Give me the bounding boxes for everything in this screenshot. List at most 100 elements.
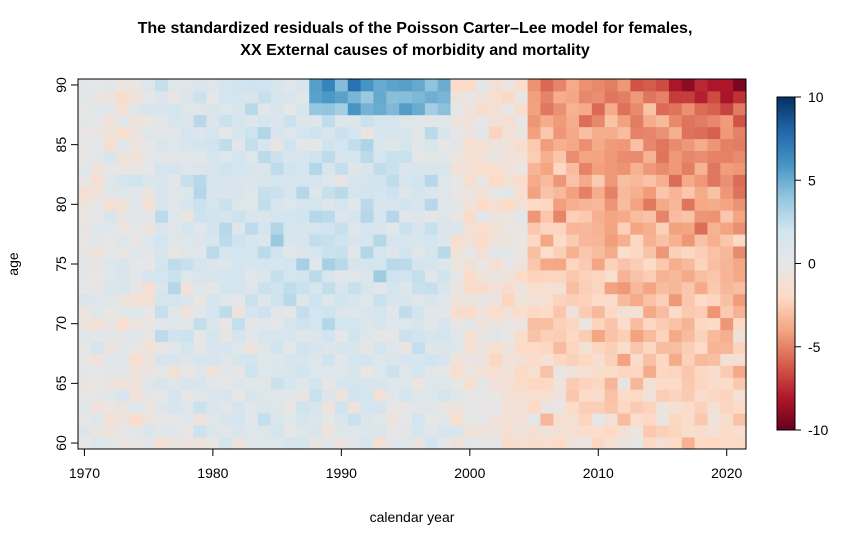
heatmap-cell [155,425,169,438]
heatmap-cell [245,305,259,319]
heatmap-cell [681,305,696,319]
heatmap-cell [424,353,439,366]
heatmap-cell [360,389,374,402]
heatmap-cell [489,102,503,116]
heatmap-cell [514,281,529,295]
heatmap-cell [180,258,195,271]
heatmap-cell [386,437,400,450]
heatmap-cell [232,401,246,414]
heatmap-cell [707,162,721,175]
heatmap-cell [232,425,246,438]
heatmap-cell [579,353,593,366]
heatmap-cell [643,258,657,271]
heatmap-cell [733,234,747,247]
heatmap-cell [386,317,400,331]
heatmap-cell [450,365,464,378]
heatmap-cell [476,413,490,426]
heatmap-cell [450,317,464,331]
heatmap-cell [656,389,670,402]
heatmap-cell [386,79,400,92]
heatmap-cell [78,246,92,259]
heatmap-cell [270,198,284,211]
heatmap-cell [193,90,207,104]
heatmap-cell [694,258,708,271]
heatmap-cell [694,353,708,366]
heatmap-cell [334,389,349,402]
heatmap-cell [733,138,747,152]
heatmap-cell [501,90,516,104]
heatmap-cell [617,79,631,92]
heatmap-cell [733,258,747,271]
heatmap-cell [424,150,439,163]
heatmap-cell [476,281,490,295]
heatmap-cell [591,234,606,247]
heatmap-cell [514,389,529,402]
heatmap-cell [553,222,567,235]
heatmap-cell [155,269,169,283]
heatmap-cell [604,425,618,438]
heatmap-cell [681,401,696,414]
heatmap-cell [193,401,207,414]
heatmap-cell [540,90,554,104]
heatmap-cell [129,437,143,450]
heatmap-cell [604,281,618,295]
heatmap-cell [656,162,670,175]
heatmap-cell [566,437,580,450]
heatmap-cell [322,114,336,128]
heatmap-cell [656,246,670,259]
heatmap-cell [681,437,696,450]
heatmap-cell [399,305,413,319]
heatmap-cell [373,90,387,104]
heatmap-cell [167,102,182,116]
heatmap-cell [681,210,696,223]
heatmap-cell [566,210,580,223]
heatmap-cell [540,341,554,354]
heatmap-cell [527,305,541,319]
heatmap-cell [360,114,374,128]
heatmap-cell [412,377,426,390]
heatmap-cell [245,174,259,187]
heatmap-cell [180,269,195,283]
heatmap-cell [450,341,464,354]
heatmap-cell [167,425,182,438]
heatmap-cell [668,222,683,235]
heatmap-cell [347,210,362,223]
heatmap-cell [476,234,490,247]
heatmap-cell [334,305,349,319]
heatmap-cell [489,353,503,366]
heatmap-cell [270,126,284,140]
heatmap-cell [373,210,387,223]
heatmap-cell [257,126,272,140]
heatmap-cell [206,269,220,283]
heatmap-cell [360,79,374,92]
heatmap-cell [643,365,657,378]
heatmap-cell [604,102,618,116]
heatmap-cell [193,425,207,438]
heatmap-cell [219,258,233,271]
heatmap-cell [540,114,554,128]
heatmap-cell [90,102,105,116]
heatmap-cell [566,293,580,307]
heatmap-cell [103,329,117,342]
heatmap-cell [630,281,644,295]
heatmap-cell [219,341,233,354]
heatmap-cell [437,234,451,247]
heatmap-cell [668,281,683,295]
heatmap-cell [553,79,567,92]
heatmap-cell [78,437,92,450]
heatmap-cell [617,401,631,414]
heatmap-cell [167,258,182,271]
x-tick-label: 1980 [197,465,228,481]
heatmap-cell [232,114,246,128]
heatmap-cell [167,222,182,235]
heatmap-cell [78,389,92,402]
heatmap-cell [707,401,721,414]
heatmap-cell [257,389,272,402]
heatmap-cell [155,317,169,331]
heatmap-cell [90,437,105,450]
heatmap-cell [707,102,721,116]
heatmap-cell [450,389,464,402]
heatmap-cell [424,317,439,331]
heatmap-cell [309,293,323,307]
heatmap-cell [591,293,606,307]
